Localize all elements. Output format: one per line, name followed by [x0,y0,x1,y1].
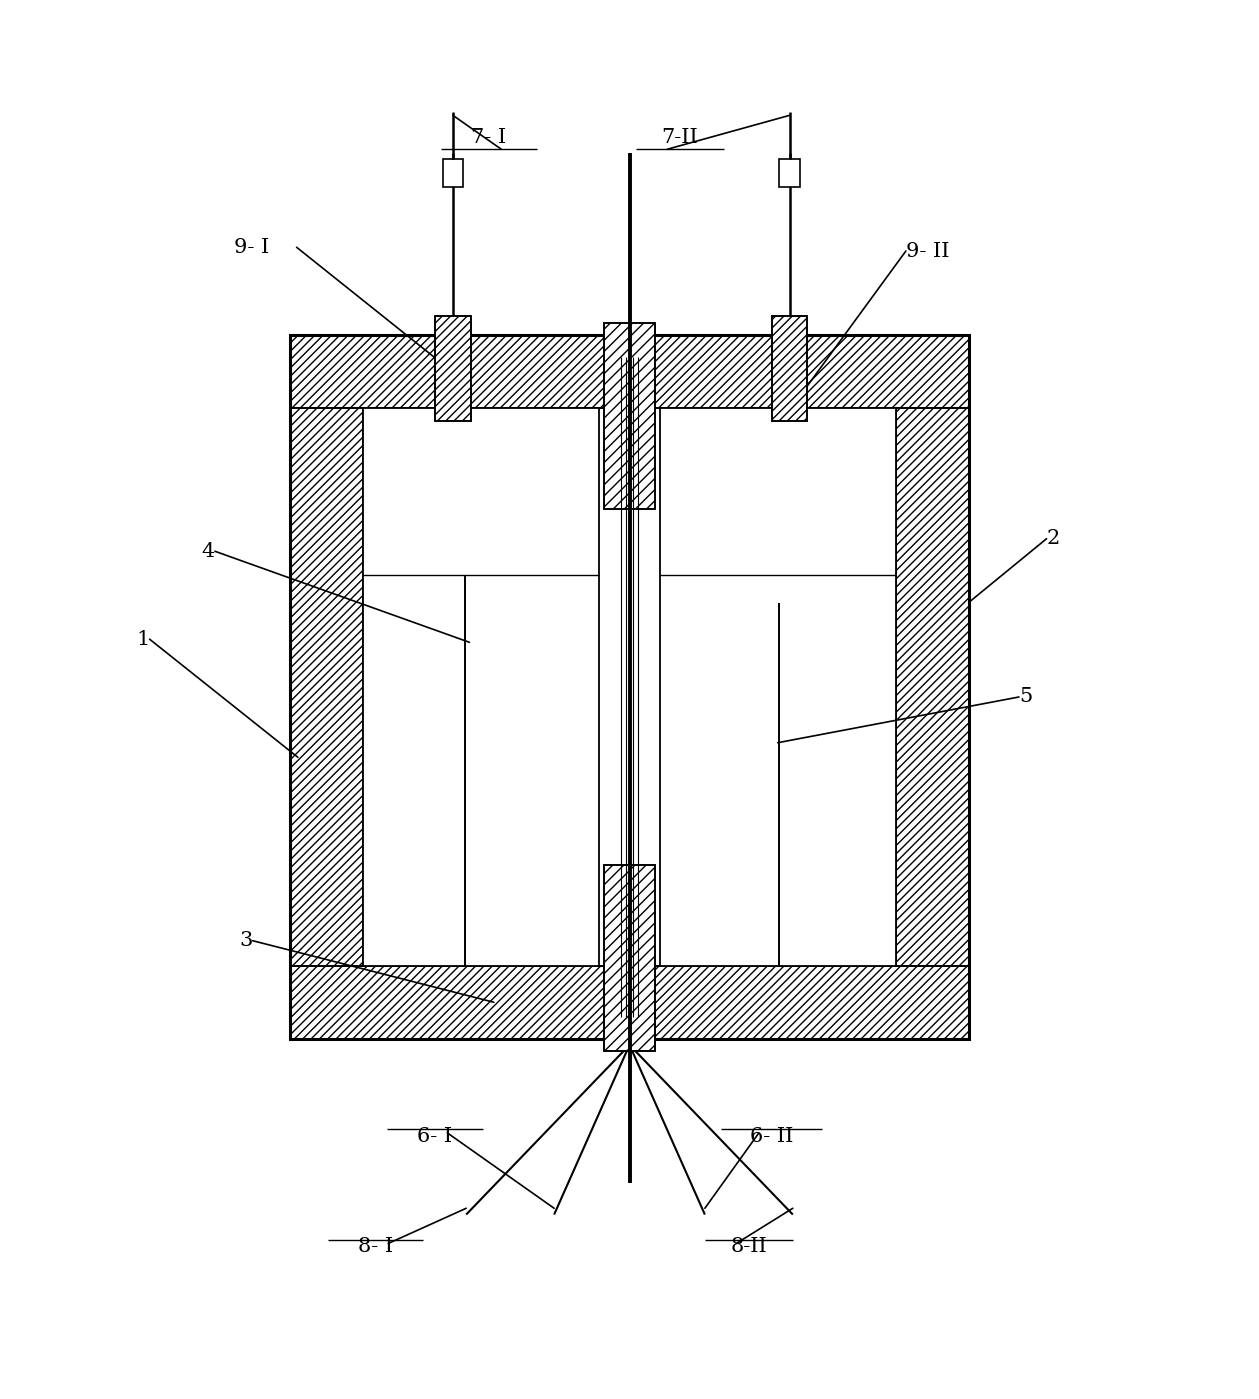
Bar [772,316,807,421]
Bar [604,866,655,1051]
Bar [291,336,968,1038]
Bar [772,316,807,421]
Bar [436,316,471,421]
Bar [443,159,463,187]
Text: 6- II: 6- II [750,1126,793,1146]
Bar [604,323,655,509]
Bar [604,323,655,509]
Text: 9- II: 9- II [906,242,949,260]
Bar [779,159,799,187]
Text: 7-II: 7-II [661,127,699,147]
Text: 9- I: 9- I [234,238,269,257]
Bar [291,336,968,409]
Text: 1: 1 [136,630,150,649]
Text: 2: 2 [1046,529,1060,548]
Bar [896,409,968,965]
Bar [660,409,896,965]
Text: 7- I: 7- I [471,127,506,147]
Text: 4: 4 [201,541,215,561]
Bar [363,409,599,965]
Bar [604,866,655,1051]
Bar [436,316,471,421]
Bar [291,409,363,965]
Bar [291,965,968,1038]
Text: 8-II: 8-II [730,1237,767,1256]
Text: 6- I: 6- I [417,1126,452,1146]
Text: 5: 5 [1019,687,1032,706]
Text: 3: 3 [239,932,253,950]
Text: 8- I: 8- I [358,1237,393,1256]
